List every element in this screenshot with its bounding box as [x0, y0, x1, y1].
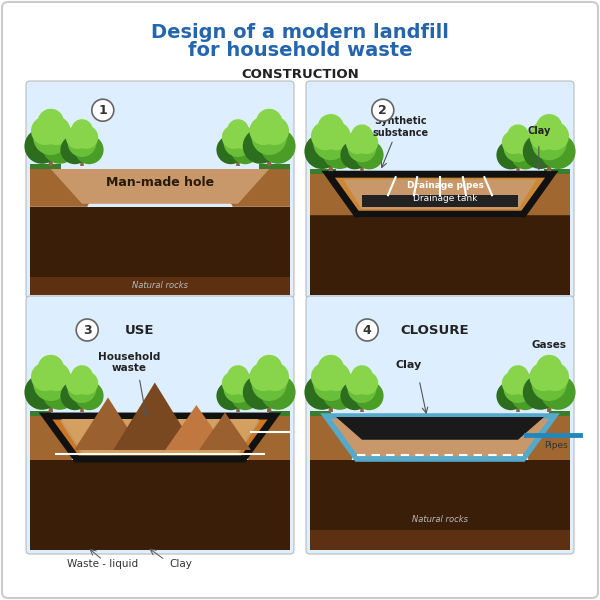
Circle shape: [536, 114, 562, 140]
Circle shape: [317, 114, 344, 140]
Circle shape: [304, 374, 340, 410]
Polygon shape: [269, 411, 290, 416]
Circle shape: [224, 374, 253, 403]
Text: Clay: Clay: [527, 126, 550, 136]
Circle shape: [355, 371, 378, 395]
Circle shape: [536, 355, 562, 381]
Text: Gases: Gases: [532, 340, 567, 350]
Circle shape: [75, 371, 98, 395]
Polygon shape: [30, 460, 290, 550]
Circle shape: [66, 371, 89, 395]
Circle shape: [351, 365, 373, 387]
Polygon shape: [323, 173, 557, 213]
Text: Design of a modern landfill: Design of a modern landfill: [151, 22, 449, 41]
Polygon shape: [212, 169, 290, 207]
Text: Drainage tank: Drainage tank: [413, 194, 478, 203]
Polygon shape: [310, 530, 570, 550]
Circle shape: [496, 382, 525, 410]
Text: 4: 4: [363, 323, 371, 337]
Circle shape: [42, 116, 71, 145]
Polygon shape: [336, 417, 544, 440]
Circle shape: [541, 134, 575, 169]
Text: Pipes: Pipes: [544, 441, 568, 450]
Polygon shape: [267, 146, 271, 166]
Circle shape: [503, 133, 532, 162]
Circle shape: [243, 374, 278, 410]
Circle shape: [523, 374, 558, 410]
Circle shape: [42, 128, 77, 164]
Circle shape: [25, 128, 59, 164]
Circle shape: [322, 374, 357, 410]
Circle shape: [322, 134, 357, 169]
Polygon shape: [360, 396, 364, 412]
Polygon shape: [310, 411, 331, 416]
Text: CONSTRUCTION: CONSTRUCTION: [241, 67, 359, 80]
Circle shape: [256, 355, 283, 381]
Polygon shape: [544, 169, 570, 174]
Circle shape: [511, 140, 539, 169]
Circle shape: [355, 382, 383, 410]
Circle shape: [311, 122, 340, 150]
Circle shape: [523, 134, 558, 169]
Polygon shape: [199, 413, 251, 450]
Circle shape: [71, 365, 93, 387]
Text: for household waste: for household waste: [188, 40, 412, 59]
Text: Synthetic
substance: Synthetic substance: [373, 116, 429, 138]
Circle shape: [251, 366, 287, 401]
Polygon shape: [43, 415, 277, 458]
Circle shape: [217, 136, 245, 164]
FancyBboxPatch shape: [26, 296, 294, 554]
Polygon shape: [547, 392, 551, 412]
Polygon shape: [30, 207, 290, 295]
Circle shape: [541, 122, 569, 150]
Circle shape: [311, 362, 340, 391]
Circle shape: [347, 374, 376, 403]
Circle shape: [250, 362, 278, 391]
Circle shape: [75, 382, 104, 410]
Text: Drainage pipes: Drainage pipes: [407, 181, 484, 190]
Text: Waste - liquid: Waste - liquid: [67, 559, 139, 569]
Circle shape: [541, 374, 575, 410]
Text: Natural rocks: Natural rocks: [132, 280, 188, 289]
Circle shape: [38, 109, 64, 135]
Circle shape: [355, 131, 378, 154]
Polygon shape: [360, 155, 364, 171]
Polygon shape: [113, 383, 196, 450]
Circle shape: [227, 119, 249, 141]
Circle shape: [317, 355, 344, 381]
Circle shape: [507, 124, 529, 146]
Text: Household
waste: Household waste: [98, 352, 160, 373]
Circle shape: [231, 136, 260, 164]
Polygon shape: [329, 151, 333, 171]
Circle shape: [75, 136, 104, 164]
Text: Man-made hole: Man-made hole: [106, 176, 214, 190]
Text: USE: USE: [124, 323, 154, 337]
Text: 3: 3: [83, 323, 92, 337]
Circle shape: [503, 374, 532, 403]
Circle shape: [313, 125, 349, 160]
Circle shape: [541, 362, 569, 391]
Polygon shape: [329, 392, 333, 412]
Circle shape: [250, 116, 278, 145]
Circle shape: [33, 366, 68, 401]
Polygon shape: [310, 173, 377, 215]
Polygon shape: [310, 460, 570, 550]
Text: CLOSURE: CLOSURE: [400, 323, 469, 337]
Circle shape: [75, 125, 98, 149]
Circle shape: [313, 366, 349, 401]
Circle shape: [260, 116, 289, 145]
Circle shape: [33, 120, 68, 155]
Circle shape: [322, 122, 350, 150]
Circle shape: [92, 99, 114, 121]
Circle shape: [340, 382, 369, 410]
Circle shape: [511, 131, 534, 154]
Polygon shape: [80, 396, 84, 412]
Circle shape: [347, 133, 376, 162]
Polygon shape: [267, 392, 271, 412]
Polygon shape: [165, 405, 227, 450]
Circle shape: [351, 124, 373, 146]
Circle shape: [38, 355, 64, 381]
Circle shape: [355, 140, 383, 169]
Polygon shape: [236, 396, 240, 412]
